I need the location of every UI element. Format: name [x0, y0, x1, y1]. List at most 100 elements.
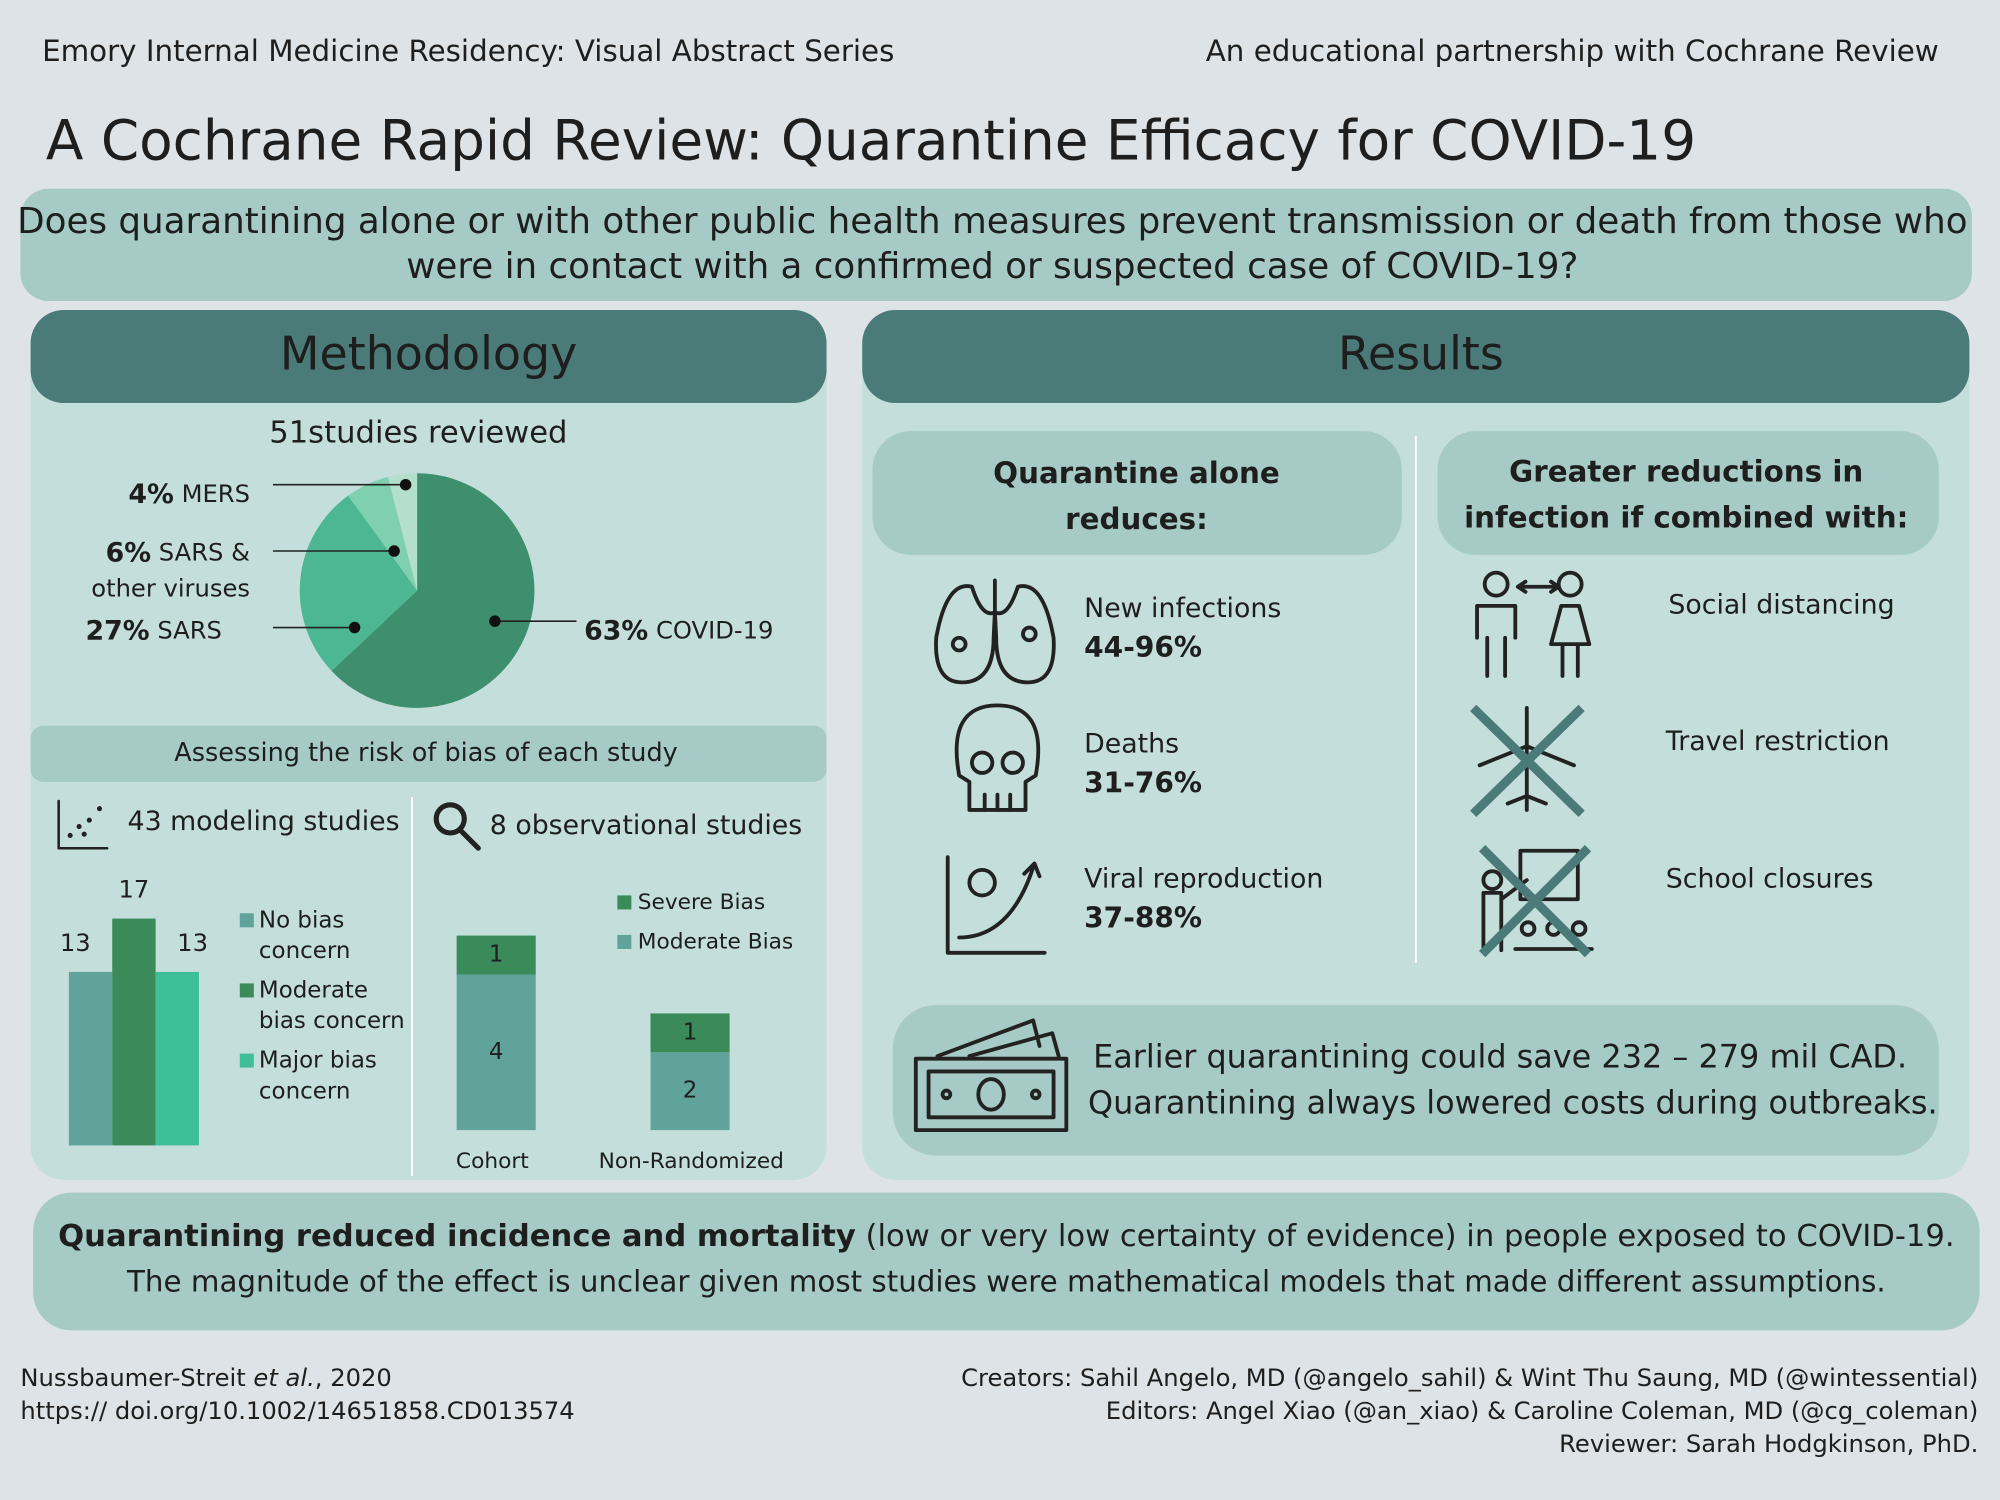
space	[174, 480, 182, 508]
pie-label: 63% COVID-19	[584, 615, 773, 646]
legend-swatch	[617, 934, 632, 949]
methodology-header	[30, 309, 827, 404]
category-label: Cohort	[456, 1149, 529, 1174]
skull-icon	[954, 703, 1041, 812]
outcome-range: 37-88%	[1084, 902, 1202, 935]
pie-name: MERS	[182, 480, 250, 508]
leader-dot	[388, 545, 400, 557]
credit: Editors: Angel Xiao (@an_xiao) & Carolin…	[1106, 1397, 1979, 1425]
legend-label: Severe Bias	[638, 890, 765, 915]
legend-swatch	[617, 895, 632, 910]
legend-label: concern	[259, 938, 350, 964]
box-heading: infection if combined with:	[1464, 501, 1908, 535]
pie-name: COVID-19	[656, 616, 773, 644]
alone-box	[872, 431, 1402, 555]
bar	[68, 971, 113, 1146]
conclusion-box	[33, 1192, 1980, 1331]
cost-box	[892, 1005, 1939, 1156]
space	[648, 616, 656, 644]
legend-label: concern	[259, 1078, 350, 1104]
legend-label: No bias	[259, 907, 344, 933]
combined-box	[1437, 431, 1939, 555]
category-label: Non-Randomized	[599, 1149, 784, 1174]
outcome-label: Viral reproduction	[1084, 864, 1323, 895]
pie-value-label: 4%	[128, 478, 173, 509]
bar-segment	[650, 1052, 730, 1131]
pie-slice	[348, 476, 418, 591]
pie-label: 6% SARS &	[106, 537, 250, 568]
citation-etal: et al.	[253, 1364, 314, 1392]
distancing-icon	[1475, 570, 1592, 678]
conclusion-line: Quarantining reduced incidence and morta…	[58, 1219, 1954, 1254]
cross-icon	[1470, 704, 1585, 817]
outcome-range: 31-76%	[1084, 766, 1202, 799]
pie-name: other viruses	[91, 574, 250, 602]
magnifier-icon	[433, 802, 481, 851]
citation: Nussbaumer-Streit et al., 2020	[20, 1364, 391, 1392]
legend-label: Moderate	[259, 978, 368, 1004]
legend-swatch	[239, 983, 254, 998]
bar-segment	[456, 974, 536, 1131]
conclusion-bold: Quarantining reduced incidence and morta…	[58, 1219, 856, 1254]
credit: Creators: Sahil Angelo, MD (@angelo_sahi…	[961, 1364, 1978, 1392]
pie-value-label: 63%	[584, 615, 648, 646]
pie-label: other viruses	[91, 574, 250, 602]
space	[150, 616, 158, 644]
conclusion-rest: (low or very low certainty of evidence) …	[856, 1219, 1955, 1254]
legend-label: Moderate Bias	[638, 930, 793, 955]
bar-segment	[650, 1013, 730, 1053]
observational-label: 8 observational studies	[490, 810, 802, 841]
cost-line: Quarantining always lowered costs during…	[1088, 1084, 1938, 1122]
leader-dot	[348, 621, 361, 634]
title: A Cochrane Rapid Review: Quarantine Effi…	[46, 108, 1696, 172]
legend-swatch	[239, 913, 254, 928]
question: were in contact with a confirmed or susp…	[406, 246, 1578, 287]
bar	[112, 918, 156, 1146]
pie-label: 27% SARS	[86, 615, 222, 646]
bias-band	[30, 725, 827, 782]
legend-swatch	[239, 1053, 254, 1068]
studies-count: 51	[269, 415, 308, 450]
lungs-icon	[934, 578, 1056, 685]
citation-year: , 2020	[315, 1364, 392, 1392]
bar-segment	[456, 935, 536, 975]
outcome-label: New infections	[1084, 593, 1281, 624]
legend-label: bias concern	[259, 1008, 405, 1034]
conclusion-line: The magnitude of the effect is unclear g…	[126, 1265, 1886, 1299]
pie-name: SARS	[157, 616, 222, 644]
outcome-label: Deaths	[1084, 728, 1179, 759]
pie-label: 4% MERS	[128, 478, 250, 509]
space	[151, 539, 159, 567]
bar-value-label: 13	[177, 929, 208, 957]
bias-heading: Assessing the risk of bias of each study	[174, 738, 677, 768]
doi: https:// doi.org/10.1002/14651858.CD0135…	[20, 1397, 574, 1425]
question: Does quarantining alone or with other pu…	[17, 201, 1967, 242]
segment-label: 1	[489, 942, 504, 968]
measure: Social distancing	[1668, 589, 1894, 620]
pie-slice	[331, 473, 535, 708]
header-right: An educational partnership with Cochrane…	[1206, 34, 1939, 68]
measure: Travel restriction	[1665, 726, 1890, 757]
leader-dot	[489, 615, 501, 627]
pie-value-label: 6%	[106, 537, 151, 568]
pie-name: SARS &	[159, 539, 250, 567]
legend-label: Major bias	[259, 1048, 377, 1074]
header-left: Emory Internal Medicine Residency: Visua…	[42, 34, 894, 68]
citation-author: Nussbaumer-Streit	[20, 1364, 253, 1392]
cross-icon	[1478, 845, 1592, 958]
segment-label: 2	[683, 1078, 698, 1104]
measure: School closures	[1666, 864, 1874, 895]
bar-value-label: 17	[119, 876, 150, 904]
segment-label: 4	[489, 1039, 504, 1065]
question-box	[20, 188, 1972, 302]
outcome-range: 44-96%	[1084, 631, 1202, 664]
cost-line: Earlier quarantining could save 232 – 27…	[1093, 1038, 1907, 1076]
leader-dot	[399, 478, 412, 491]
box-heading: Quarantine alone	[993, 456, 1280, 490]
growth-chart-icon	[945, 855, 1047, 955]
pie-slice	[387, 473, 418, 591]
pie-value-label: 27%	[86, 615, 150, 646]
studies-label: studies reviewed	[308, 415, 567, 450]
